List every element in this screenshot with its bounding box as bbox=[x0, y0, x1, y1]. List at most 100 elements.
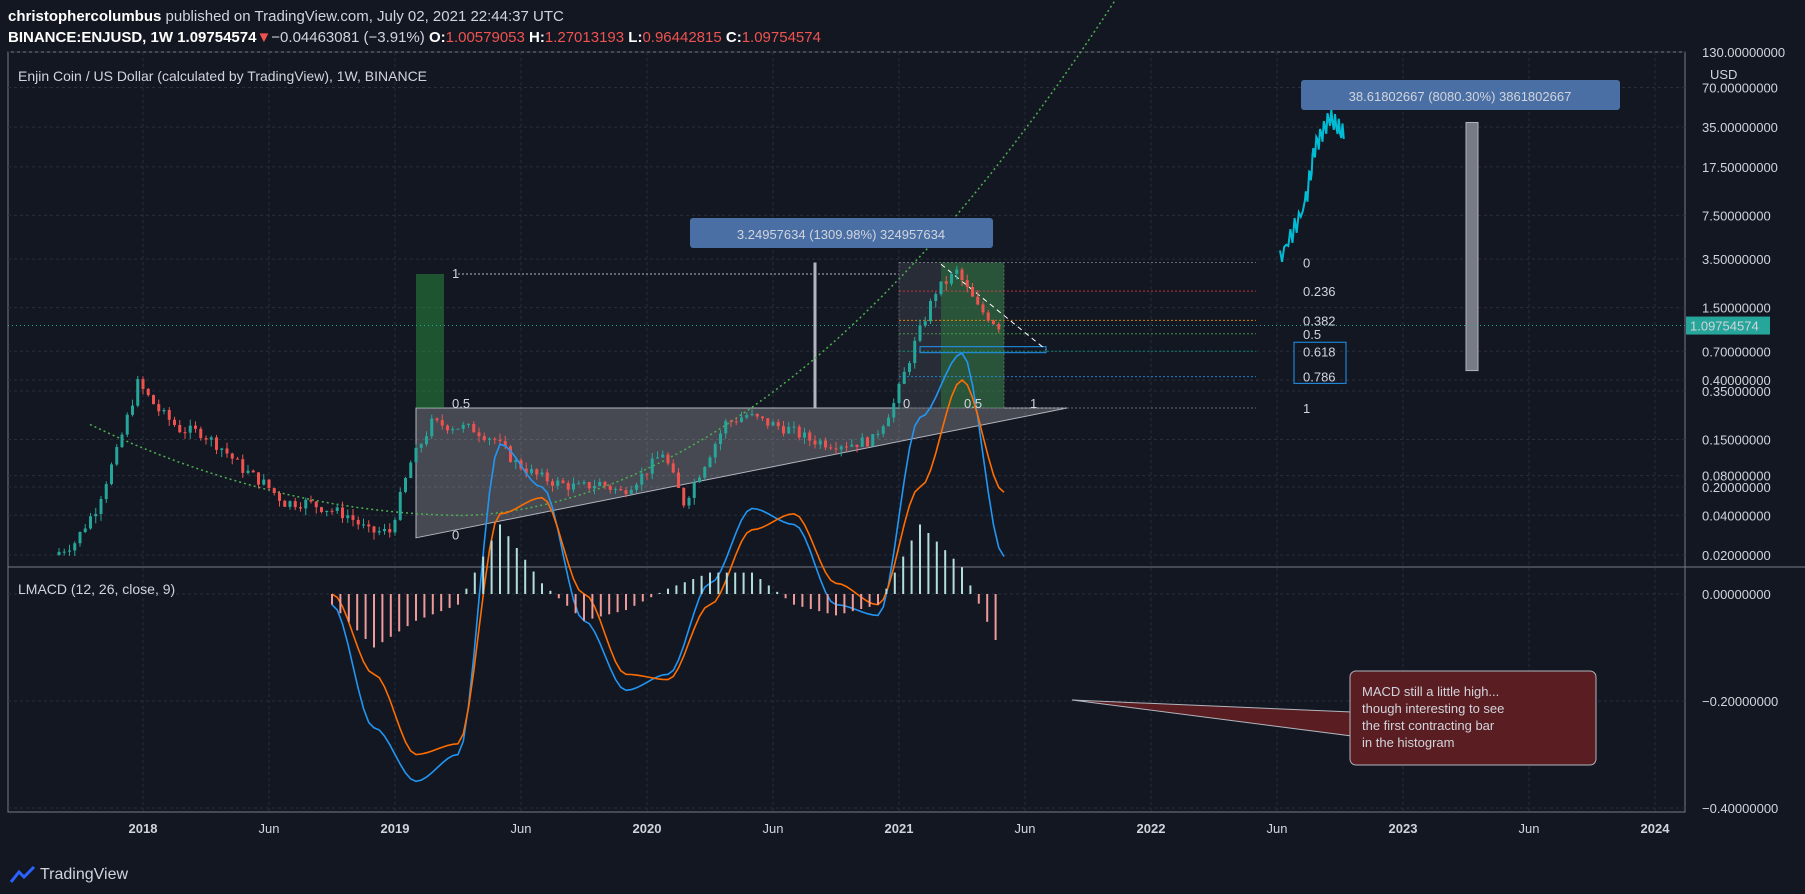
price-tick-label: 0.04000000 bbox=[1702, 508, 1771, 523]
price-tick-label: 70.00000000 bbox=[1702, 80, 1778, 95]
candle-body bbox=[209, 437, 213, 440]
candle-body bbox=[703, 467, 707, 478]
candle-body bbox=[204, 438, 208, 440]
candle-body bbox=[115, 447, 119, 465]
candle-body bbox=[992, 320, 995, 324]
candle-body bbox=[939, 281, 943, 295]
candle-body bbox=[808, 432, 812, 441]
candle-body bbox=[225, 448, 229, 454]
candle-body bbox=[614, 489, 617, 491]
candle-body bbox=[419, 444, 423, 448]
macd-pane-title: LMACD (12, 26, close, 9) bbox=[18, 581, 175, 597]
price-pane-title: Enjin Coin / US Dollar (calculated by Tr… bbox=[18, 68, 427, 84]
time-tick-label: 2018 bbox=[129, 821, 158, 836]
candle-body bbox=[593, 486, 596, 489]
candle-body bbox=[897, 383, 901, 404]
candle-body bbox=[692, 482, 696, 498]
candle-body bbox=[446, 425, 449, 431]
candle-body bbox=[104, 484, 108, 500]
candle-body bbox=[367, 524, 371, 527]
candle-body bbox=[393, 519, 397, 533]
open-label: O: bbox=[428, 29, 446, 46]
candle-body bbox=[477, 432, 481, 437]
header-line-2: BINANCE:ENJUSD, 1W 1.09754574▼−0.0446308… bbox=[8, 29, 821, 46]
down-arrow-icon: ▼ bbox=[256, 29, 272, 46]
candle-body bbox=[540, 472, 544, 475]
symbol-label[interactable]: BINANCE:ENJUSD, 1W bbox=[8, 29, 174, 46]
candle-body bbox=[372, 526, 376, 533]
candle-body bbox=[986, 312, 990, 321]
candle-body bbox=[666, 454, 670, 464]
note-box bbox=[1349, 670, 1597, 766]
candle-body bbox=[761, 416, 764, 419]
price-tick-label: 7.50000000 bbox=[1702, 208, 1771, 223]
candle-body bbox=[908, 363, 911, 372]
candle-body bbox=[356, 519, 360, 525]
fib-mid-label: 0.5 bbox=[964, 396, 982, 411]
close-label: C: bbox=[725, 29, 742, 46]
note-text-line: MACD still a little high... bbox=[1362, 684, 1499, 699]
candle-body bbox=[283, 500, 287, 507]
candle-body bbox=[876, 433, 880, 435]
candle-body bbox=[724, 421, 728, 434]
candle-body bbox=[577, 483, 581, 485]
time-tick-label: Jun bbox=[259, 821, 280, 836]
candle-body bbox=[293, 501, 297, 508]
candle-body bbox=[78, 532, 82, 544]
candle-body bbox=[236, 458, 239, 460]
macd-tick-label: 0.40000000 bbox=[1702, 373, 1771, 388]
candle-body bbox=[608, 485, 612, 490]
high-value: 1.27013193 bbox=[544, 29, 625, 46]
candle-body bbox=[955, 269, 959, 274]
macd-tick-label: −0.40000000 bbox=[1702, 801, 1778, 816]
candle-body bbox=[535, 469, 539, 475]
macd-pane bbox=[331, 352, 1005, 783]
candle-body bbox=[99, 499, 103, 514]
candle-body bbox=[855, 444, 859, 447]
candle-body bbox=[430, 418, 434, 437]
candle-body bbox=[929, 300, 932, 322]
candle-body bbox=[246, 470, 250, 473]
candle-body bbox=[183, 432, 187, 434]
candle-body bbox=[834, 448, 838, 450]
measure-bar-right bbox=[1465, 121, 1479, 372]
candle-body bbox=[341, 507, 344, 519]
candle-body bbox=[514, 460, 518, 462]
candle-body bbox=[131, 405, 134, 415]
candle-body bbox=[335, 507, 339, 511]
candle-body bbox=[530, 469, 533, 474]
time-tick-label: Jun bbox=[1519, 821, 1540, 836]
time-tick-label: Jun bbox=[763, 821, 784, 836]
candle-body bbox=[110, 464, 113, 485]
low-label: L: bbox=[628, 29, 643, 46]
candle-body bbox=[220, 448, 224, 450]
candle-body bbox=[314, 501, 318, 508]
time-tick-label: 2020 bbox=[633, 821, 662, 836]
fib-level-label: 0.5 bbox=[1303, 327, 1321, 342]
tradingview-watermark[interactable]: TradingView bbox=[10, 866, 128, 884]
candle-body bbox=[451, 428, 455, 431]
candle-body bbox=[624, 490, 628, 494]
price-tick-label: 17.50000000 bbox=[1702, 160, 1778, 175]
candle-body bbox=[167, 410, 171, 420]
candle-body bbox=[73, 543, 77, 551]
author-name[interactable]: christophercolumbus bbox=[8, 8, 162, 25]
candle-body bbox=[740, 417, 743, 422]
header-line-1: christophercolumbus published on Trading… bbox=[8, 8, 564, 25]
note-text-line: the first contracting bar bbox=[1362, 718, 1495, 733]
candle-body bbox=[976, 296, 980, 305]
candle-body bbox=[188, 425, 192, 433]
ascending-triangle bbox=[415, 407, 1068, 539]
annotation-box-right bbox=[1301, 80, 1620, 110]
candle-body bbox=[362, 524, 365, 526]
candle-body bbox=[398, 491, 402, 520]
note-text-line: in the histogram bbox=[1362, 735, 1455, 750]
candle-body bbox=[383, 528, 386, 532]
fib-level-label: 0.786 bbox=[1303, 370, 1336, 385]
candle-body bbox=[671, 463, 675, 473]
candle-body bbox=[892, 403, 896, 418]
last-price-tag bbox=[1686, 316, 1770, 335]
last-price-tag-text: 1.09754574 bbox=[1690, 319, 1759, 334]
candle-body bbox=[320, 507, 323, 513]
